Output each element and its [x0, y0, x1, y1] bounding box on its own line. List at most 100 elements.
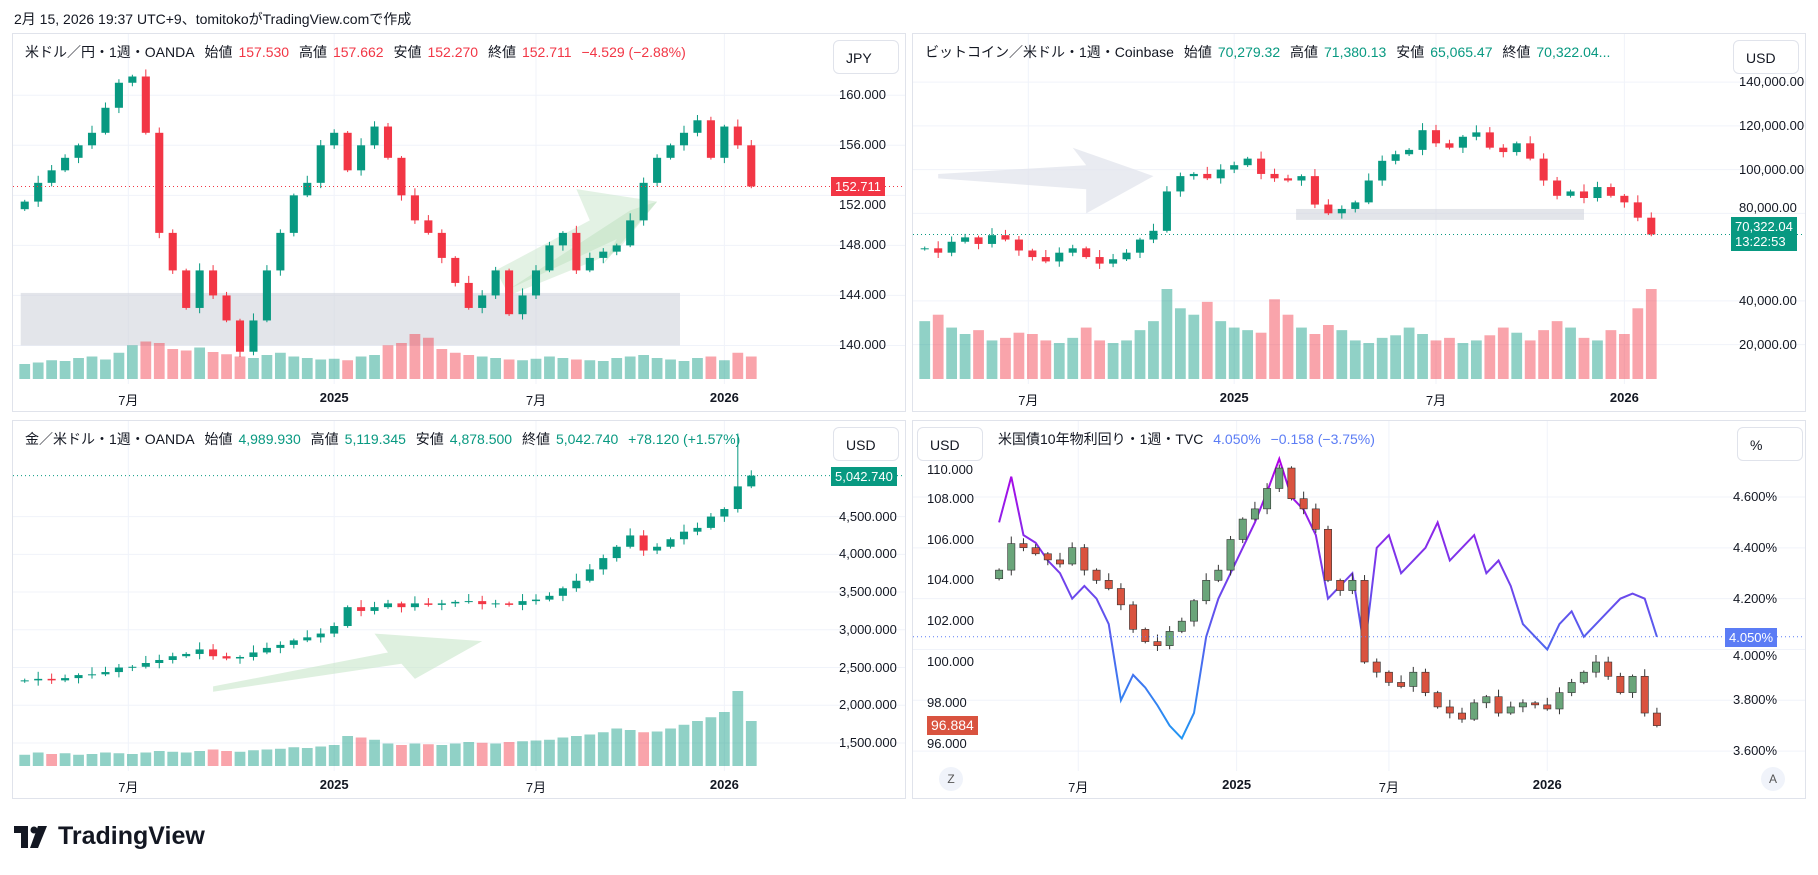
- candle-body: [1257, 158, 1266, 174]
- candle-body: [289, 640, 298, 645]
- tradingview-logo[interactable]: TradingView: [14, 822, 205, 851]
- candle-body: [491, 270, 500, 296]
- volume-bar: [140, 752, 152, 766]
- candle-body: [1397, 682, 1406, 687]
- candle-body: [1433, 692, 1442, 708]
- candle-body: [1647, 217, 1656, 235]
- candle-body: [1593, 187, 1602, 198]
- volume-bar: [1013, 332, 1025, 379]
- candle-body: [1336, 580, 1345, 591]
- candle-body: [47, 170, 56, 183]
- volume-bar: [248, 750, 259, 766]
- candle-body: [558, 588, 567, 596]
- left-last-price-label: 96.884: [927, 715, 978, 735]
- zoom-reset-button[interactable]: Z: [939, 767, 963, 791]
- usdjpy-chart-panel[interactable]: 米ドル／円・1週・OANDA 始値 157.530 高値 157.662 安値 152…: [12, 33, 906, 412]
- candle-body: [397, 157, 406, 196]
- btcusd-chart-panel[interactable]: ビットコイン／米ドル・1週・Coinbase 始値 70,279.32 高値 71,…: [912, 33, 1806, 412]
- candle-body: [1431, 130, 1441, 144]
- candle-body: [987, 235, 997, 244]
- candle-body: [639, 535, 648, 551]
- candle-body: [182, 270, 191, 308]
- candle-body: [1270, 173, 1279, 179]
- candle-body: [195, 649, 204, 654]
- candle-body: [478, 295, 487, 308]
- candle-body: [262, 647, 271, 653]
- volume-bar: [449, 743, 461, 766]
- last-value: 4.050%: [1213, 431, 1261, 447]
- chart-canvas: [13, 34, 905, 384]
- change-value: −0.158 (−3.75%): [1270, 431, 1375, 447]
- candle-body: [1001, 235, 1010, 240]
- volume-bar: [153, 751, 165, 766]
- candle-body: [1628, 675, 1637, 693]
- volume-bar: [624, 730, 636, 766]
- candle-body: [920, 248, 929, 250]
- volume-bar: [959, 334, 971, 379]
- left-currency-button[interactable]: USD: [917, 427, 983, 461]
- volume-bar: [140, 341, 152, 379]
- candle-body: [101, 672, 110, 675]
- currency-button[interactable]: USD: [833, 427, 899, 461]
- candle-body: [599, 251, 608, 258]
- candle-body: [1494, 696, 1503, 714]
- auto-scale-button[interactable]: A: [1761, 767, 1785, 791]
- xauusd-chart-panel[interactable]: 金／米ドル・1週・OANDA 始値 4,989.930 高値 5,119.345 安…: [12, 420, 906, 799]
- volume-bar: [1242, 330, 1254, 379]
- open-label: 始値: [1183, 44, 1212, 60]
- candle-body: [383, 126, 393, 158]
- candle-body: [733, 126, 742, 146]
- volume-bar: [328, 745, 340, 766]
- low-value: 65,065.47: [1430, 44, 1493, 60]
- candle-body: [357, 607, 366, 611]
- last-price-label: 5,042.740: [831, 466, 897, 486]
- volume-bar: [1309, 334, 1321, 379]
- volume-bar: [517, 360, 528, 379]
- left-price-axis-label: 102.000: [927, 613, 974, 629]
- currency-button[interactable]: USD: [1733, 40, 1799, 74]
- volume-bar: [544, 739, 555, 766]
- candle-body: [1162, 191, 1171, 231]
- candle-body: [168, 656, 177, 660]
- volume-bar: [355, 737, 367, 766]
- candle-body: [1149, 230, 1158, 240]
- candle-body: [34, 678, 43, 681]
- candle-body: [1310, 176, 1319, 205]
- candle-body: [437, 603, 446, 605]
- time-axis-label: 7月: [1425, 393, 1447, 408]
- volume-bar: [234, 356, 246, 379]
- price-axis-label: 4.000%: [1733, 647, 1778, 663]
- left-price-axis-label: 106.000: [927, 531, 974, 547]
- volume-bar: [705, 717, 717, 766]
- candle-body: [1633, 202, 1642, 218]
- volume-bar: [315, 746, 327, 766]
- candle-body: [518, 295, 527, 315]
- right-currency-button[interactable]: %: [1737, 427, 1803, 461]
- candle-body: [1226, 539, 1235, 571]
- volume-bar: [1430, 340, 1442, 379]
- candle-body: [1177, 620, 1186, 632]
- candle-body: [1640, 675, 1649, 714]
- candle-body: [1482, 696, 1491, 704]
- price-axis-label: 3,000.000: [839, 621, 897, 637]
- volume-bar: [261, 355, 273, 379]
- volume-bar: [1322, 325, 1334, 379]
- volume-bar: [570, 736, 582, 766]
- candle-body: [1190, 600, 1198, 622]
- time-axis-label: 2025: [1222, 777, 1252, 792]
- candle-body: [1555, 692, 1564, 710]
- candle-body: [61, 678, 70, 681]
- time-axis-label: 2025: [319, 777, 349, 792]
- trend-arrow: [938, 147, 1154, 214]
- price-axis-label: 152.000: [839, 197, 886, 213]
- volume-bar: [1040, 340, 1052, 379]
- symbol-legend: 金／米ドル・1週・OANDA 始値 4,989.930 高値 5,119.345 安…: [25, 431, 746, 447]
- candle-body: [1620, 195, 1629, 203]
- candle-body: [1283, 178, 1293, 181]
- currency-button[interactable]: JPY: [833, 40, 899, 74]
- candle-body: [1616, 675, 1625, 693]
- candle-body: [1518, 702, 1527, 708]
- volume-bar: [248, 358, 259, 379]
- us10y-dxy-chart-panel[interactable]: USD 米国債10年物利回り・1週・TVC 4.050% −0.158 (−3.…: [912, 420, 1806, 799]
- volume-bar: [86, 754, 98, 766]
